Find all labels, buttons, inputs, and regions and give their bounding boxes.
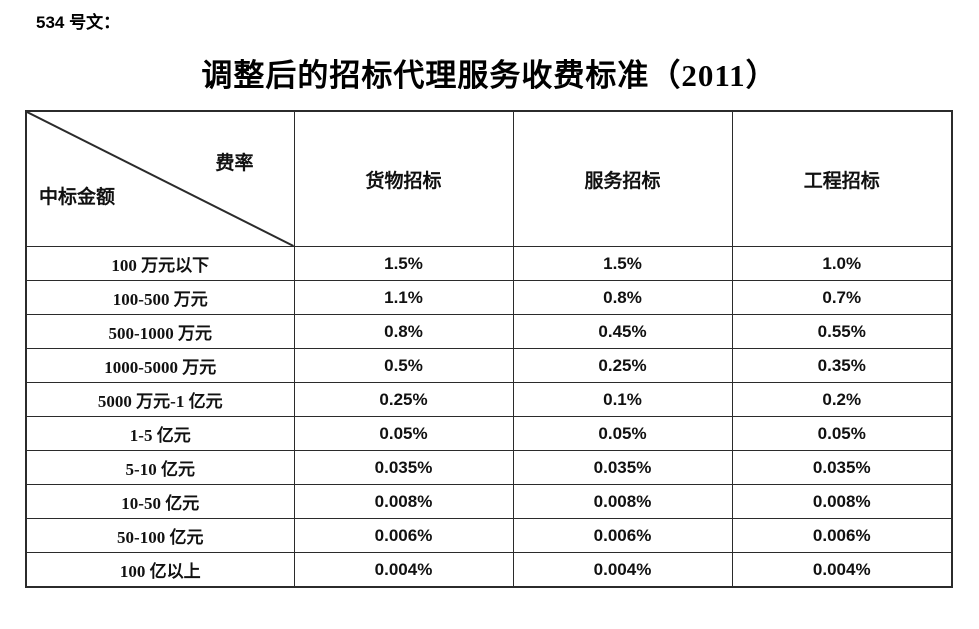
table-row: 5000 万元-1 亿元 0.25% 0.1% 0.2% bbox=[25, 382, 953, 417]
table-row: 10-50 亿元 0.008% 0.008% 0.008% bbox=[25, 484, 953, 519]
amount-cell: 5-10 亿元 bbox=[25, 450, 295, 485]
goods-rate-cell: 0.5% bbox=[293, 348, 514, 383]
service-rate-cell: 0.035% bbox=[512, 450, 733, 485]
doc-number-label: 534 号文： bbox=[36, 13, 121, 32]
fee-table: 费率 中标金额 货物招标 服务招标 工程招标 100 万元以下 1.5% 1.5… bbox=[25, 110, 953, 588]
service-rate-cell: 0.8% bbox=[512, 280, 733, 315]
service-rate-cell: 0.004% bbox=[512, 552, 733, 588]
column-header-goods: 货物招标 bbox=[293, 110, 514, 247]
service-rate-cell: 0.1% bbox=[512, 382, 733, 417]
corner-label-rate: 费率 bbox=[215, 153, 254, 174]
page-title: 调整后的招标代理服务收费标准（2011） bbox=[201, 58, 778, 93]
goods-rate-cell: 0.008% bbox=[293, 484, 514, 519]
amount-cell: 100 万元以下 bbox=[25, 246, 295, 281]
works-rate-cell: 0.55% bbox=[731, 314, 953, 349]
works-rate-cell: 0.035% bbox=[731, 450, 953, 485]
works-rate-cell: 1.0% bbox=[731, 246, 953, 281]
goods-rate-cell: 0.05% bbox=[293, 416, 514, 451]
diagonal-line bbox=[27, 112, 294, 246]
amount-cell: 500-1000 万元 bbox=[25, 314, 295, 349]
amount-cell: 1-5 亿元 bbox=[25, 416, 295, 451]
goods-rate-cell: 0.8% bbox=[293, 314, 514, 349]
works-rate-cell: 0.35% bbox=[731, 348, 953, 383]
goods-rate-cell: 1.5% bbox=[293, 246, 514, 281]
works-rate-cell: 0.05% bbox=[731, 416, 953, 451]
table-row: 5-10 亿元 0.035% 0.035% 0.035% bbox=[25, 450, 953, 485]
works-rate-cell: 0.7% bbox=[731, 280, 953, 315]
amount-cell: 100 亿以上 bbox=[25, 552, 295, 588]
table-row: 1000-5000 万元 0.5% 0.25% 0.35% bbox=[25, 348, 953, 383]
service-rate-cell: 1.5% bbox=[512, 246, 733, 281]
service-rate-cell: 0.05% bbox=[512, 416, 733, 451]
works-rate-cell: 0.008% bbox=[731, 484, 953, 519]
service-rate-cell: 0.008% bbox=[512, 484, 733, 519]
table-row: 500-1000 万元 0.8% 0.45% 0.55% bbox=[25, 314, 953, 349]
goods-rate-cell: 0.006% bbox=[293, 518, 514, 553]
corner-header-cell: 费率 中标金额 bbox=[25, 110, 295, 247]
table-row: 100 万元以下 1.5% 1.5% 1.0% bbox=[25, 246, 953, 281]
goods-rate-cell: 0.004% bbox=[293, 552, 514, 588]
amount-cell: 1000-5000 万元 bbox=[25, 348, 295, 383]
table-row: 50-100 亿元 0.006% 0.006% 0.006% bbox=[25, 518, 953, 553]
header-row: 费率 中标金额 货物招标 服务招标 工程招标 bbox=[25, 110, 953, 247]
amount-cell: 100-500 万元 bbox=[25, 280, 295, 315]
table-row: 100-500 万元 1.1% 0.8% 0.7% bbox=[25, 280, 953, 315]
works-rate-cell: 0.004% bbox=[731, 552, 953, 588]
service-rate-cell: 0.25% bbox=[512, 348, 733, 383]
amount-cell: 50-100 亿元 bbox=[25, 518, 295, 553]
amount-cell: 10-50 亿元 bbox=[25, 484, 295, 519]
service-rate-cell: 0.006% bbox=[512, 518, 733, 553]
amount-cell: 5000 万元-1 亿元 bbox=[25, 382, 295, 417]
goods-rate-cell: 1.1% bbox=[293, 280, 514, 315]
corner-label-amount: 中标金额 bbox=[39, 187, 116, 208]
goods-rate-cell: 0.25% bbox=[293, 382, 514, 417]
goods-rate-cell: 0.035% bbox=[293, 450, 514, 485]
table-row: 1-5 亿元 0.05% 0.05% 0.05% bbox=[25, 416, 953, 451]
column-header-service: 服务招标 bbox=[512, 110, 733, 247]
works-rate-cell: 0.2% bbox=[731, 382, 953, 417]
works-rate-cell: 0.006% bbox=[731, 518, 953, 553]
table-row: 100 亿以上 0.004% 0.004% 0.004% bbox=[25, 552, 953, 588]
column-header-works: 工程招标 bbox=[731, 110, 953, 247]
service-rate-cell: 0.45% bbox=[512, 314, 733, 349]
